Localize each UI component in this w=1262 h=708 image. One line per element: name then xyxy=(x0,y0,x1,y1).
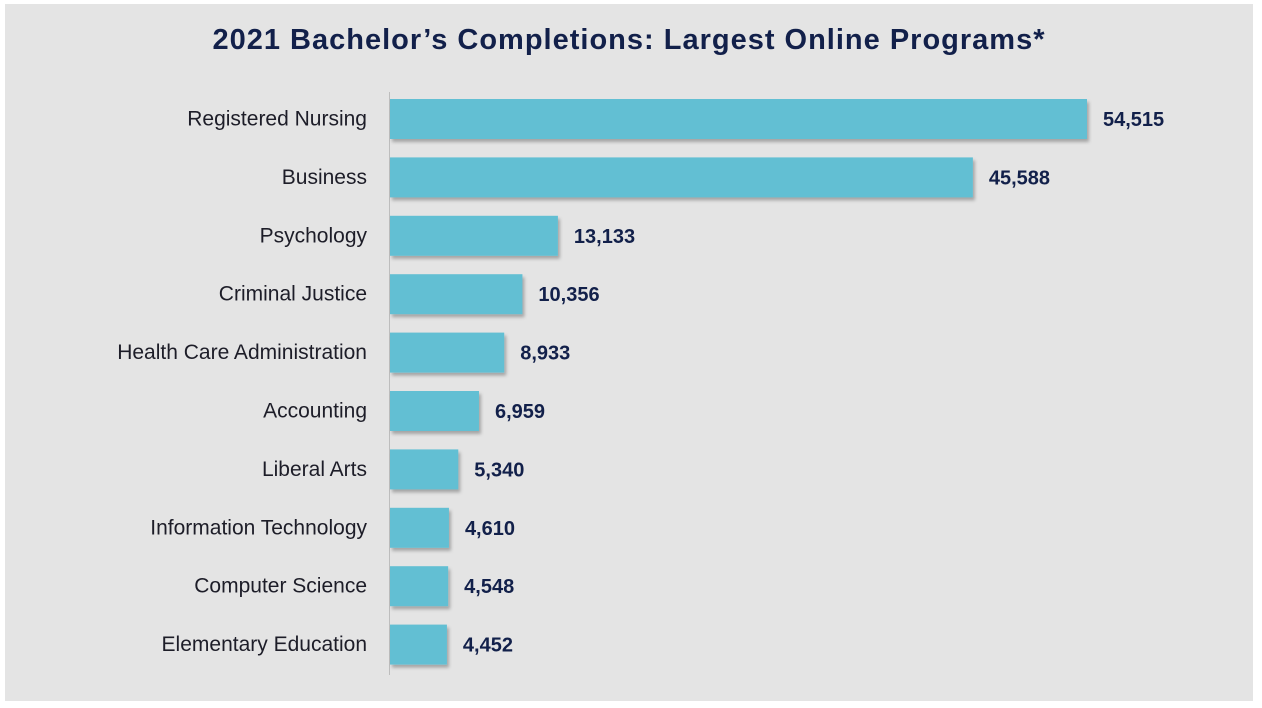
value-label: 4,548 xyxy=(464,576,514,598)
category-label: Liberal Arts xyxy=(262,458,367,481)
category-label: Criminal Justice xyxy=(219,283,367,306)
bars-group: Registered Nursing 54,515 Business 45,588 Ps… xyxy=(117,99,1164,665)
bar-4 xyxy=(390,332,505,373)
value-label: 10,356 xyxy=(538,284,599,306)
bar-7 xyxy=(390,507,449,548)
value-label: 13,133 xyxy=(574,226,635,248)
bar-9 xyxy=(390,624,447,665)
category-label: Elementary Education xyxy=(162,633,367,656)
category-label: Business xyxy=(282,166,367,189)
category-label: Information Technology xyxy=(150,516,367,539)
chart-title: 2021 Bachelor’s Completions: Largest Onl… xyxy=(212,24,1046,56)
value-label: 4,452 xyxy=(463,635,513,657)
category-label: Registered Nursing xyxy=(187,108,367,131)
category-label: Psychology xyxy=(260,224,368,247)
value-label: 8,933 xyxy=(520,343,570,365)
bar-0 xyxy=(390,99,1087,139)
value-label: 45,588 xyxy=(989,167,1050,189)
category-label: Health Care Administration xyxy=(117,341,367,364)
value-label: 5,340 xyxy=(474,459,524,481)
bar-6 xyxy=(390,449,459,490)
category-label: Computer Science xyxy=(194,575,367,598)
bar-3 xyxy=(390,274,523,315)
category-label: Accounting xyxy=(263,400,367,423)
value-label: 6,959 xyxy=(495,401,545,423)
value-label: 4,610 xyxy=(465,518,515,540)
bar-2 xyxy=(390,215,558,256)
bar-1 xyxy=(390,157,973,198)
value-label: 54,515 xyxy=(1103,109,1164,131)
bar-5 xyxy=(390,391,479,431)
bar-8 xyxy=(390,566,449,607)
